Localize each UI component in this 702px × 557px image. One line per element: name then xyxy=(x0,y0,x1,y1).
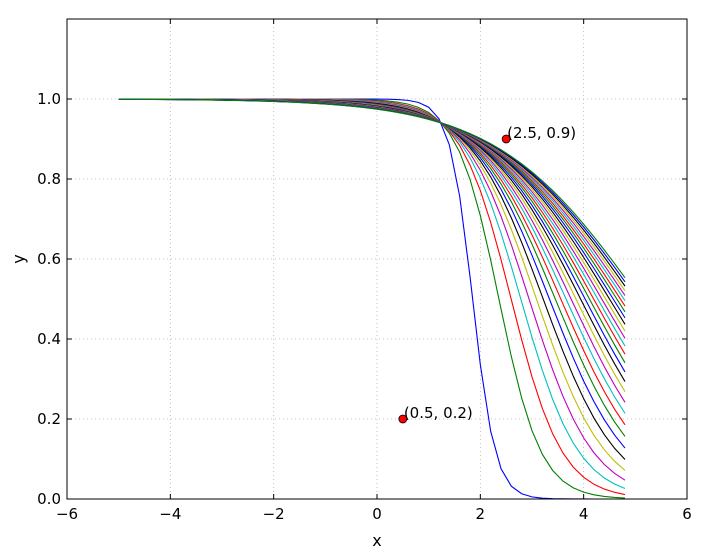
series-line xyxy=(118,98,626,414)
y-axis-label: y xyxy=(9,254,28,263)
y-tick-label: 1.0 xyxy=(37,90,61,108)
series-line xyxy=(118,98,626,437)
y-tick-label: 0.2 xyxy=(37,410,61,428)
x-tick-label: 4 xyxy=(579,505,589,523)
series-line xyxy=(118,98,626,489)
axis-ticks: −6 −4 −2 0 2 4 6 0.0 0.2 0.4 0.6 0.8 1.0 xyxy=(37,19,692,523)
series-line xyxy=(118,98,626,278)
series-line xyxy=(118,98,626,460)
y-tick-label: 0.8 xyxy=(37,170,61,188)
x-axis-label: x xyxy=(372,531,381,550)
y-tick-label: 0.6 xyxy=(37,250,61,268)
x-tick-label: 6 xyxy=(682,505,692,523)
x-tick-label: 0 xyxy=(372,505,382,523)
y-tick-label: 0.4 xyxy=(37,330,61,348)
x-tick-label: −6 xyxy=(56,505,78,523)
series-line xyxy=(118,98,626,392)
annotation-label: (2.5, 0.9) xyxy=(507,124,576,142)
annotation-point xyxy=(398,414,408,424)
series-line xyxy=(118,98,626,481)
series-line xyxy=(118,98,626,449)
x-tick-label: −2 xyxy=(263,505,285,523)
series-line xyxy=(118,98,626,403)
annotations: (2.5, 0.9) (0.5, 0.2) xyxy=(398,124,576,424)
annotation-point xyxy=(501,134,511,144)
annotation-label: (0.5, 0.2) xyxy=(404,404,473,422)
curve-series-group xyxy=(118,98,626,500)
x-tick-label: −4 xyxy=(159,505,181,523)
x-tick-label: 2 xyxy=(476,505,486,523)
y-tick-label: 0.0 xyxy=(37,490,61,508)
